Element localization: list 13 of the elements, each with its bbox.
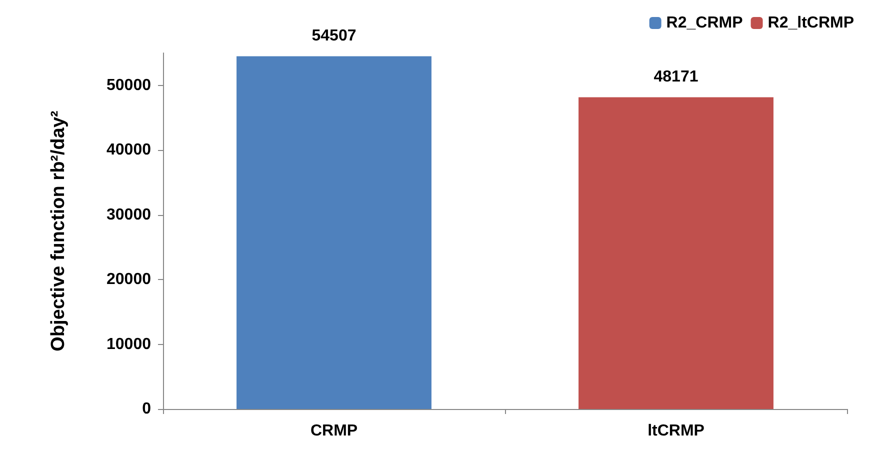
y-tick-label: 40000: [106, 142, 152, 159]
data-label: 54507: [312, 28, 356, 45]
legend-label: R2_ltCRMP: [768, 14, 854, 32]
legend-label: R2_CRMP: [666, 14, 744, 32]
y-tick-label: 50000: [106, 76, 152, 94]
y-tick-label: 0: [142, 400, 152, 418]
y-axis-title: Objective function rb²/day²: [48, 110, 69, 352]
y-tick-label: 10000: [106, 336, 152, 353]
y-tick-label: 20000: [106, 271, 152, 288]
y-tick-label: 30000: [106, 206, 152, 224]
x-tick-label: CRMP: [310, 422, 358, 440]
data-label: 48171: [654, 68, 698, 86]
x-tick-label: ltCRMP: [648, 422, 705, 440]
